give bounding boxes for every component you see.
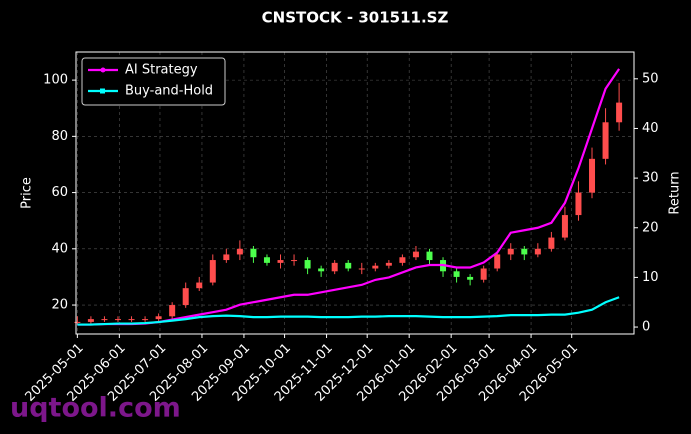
candle-body — [87, 319, 94, 322]
legend: AI Strategy Buy-and-Hold — [81, 57, 226, 106]
candle-body — [548, 237, 555, 249]
candle-body — [304, 260, 311, 269]
candle-body — [169, 305, 176, 317]
candle-body — [426, 251, 433, 261]
candle-body — [521, 248, 528, 255]
legend-label: AI Strategy — [125, 63, 198, 78]
candle-body — [318, 268, 325, 272]
candle-body — [236, 248, 243, 255]
candle-body — [114, 319, 121, 321]
candle-body — [467, 276, 474, 280]
candle-body — [223, 254, 230, 261]
candle-body — [182, 288, 189, 306]
plot-frame — [75, 51, 635, 335]
chart-title: CNSTOCK - 301511.SZ — [262, 9, 449, 27]
candle-body — [101, 319, 108, 321]
candle-body — [291, 260, 298, 262]
y2-tick-label: 40 — [642, 121, 659, 136]
candle-body — [616, 102, 623, 123]
legend-marker — [100, 88, 105, 94]
y2-tick-label: 20 — [642, 220, 659, 235]
candle-body — [412, 251, 419, 258]
candle-body — [507, 248, 514, 255]
candle-body — [142, 319, 149, 321]
y2-tick-label: 30 — [642, 171, 659, 186]
candle-body — [372, 265, 379, 269]
watermark: uqtool.com — [10, 393, 181, 424]
candle-body — [155, 316, 162, 320]
y-tick-label: 100 — [43, 73, 68, 88]
y-tick-label: 60 — [51, 185, 68, 200]
candle-body — [209, 260, 216, 283]
candle-body — [263, 257, 270, 263]
candle-body — [589, 158, 596, 193]
candle-body — [480, 268, 487, 280]
y-tick-label: 20 — [51, 298, 68, 313]
candle-body — [345, 262, 352, 269]
candle-body — [128, 319, 135, 321]
candle-body — [534, 248, 541, 255]
candle-body — [385, 262, 392, 266]
y-axis-label: Price — [20, 177, 35, 209]
return-line — [77, 296, 620, 326]
candle-body — [196, 282, 203, 289]
y2-tick-label: 0 — [642, 320, 650, 335]
candle-body — [277, 260, 284, 263]
y2-tick-label: 10 — [642, 270, 659, 285]
y2-axis-label: Return — [668, 171, 683, 214]
candle-body — [602, 122, 609, 159]
candle-body — [575, 192, 582, 216]
candle-body — [74, 321, 81, 323]
candle-body — [399, 257, 406, 263]
legend-label: Buy-and-Hold — [125, 84, 213, 99]
candle-body — [453, 271, 460, 277]
legend-marker — [100, 67, 106, 73]
y2-tick-label: 50 — [642, 71, 659, 86]
candle-body — [494, 254, 501, 269]
candle-body — [358, 268, 365, 270]
candle-body — [250, 248, 257, 258]
candle-body — [331, 262, 338, 272]
y-tick-label: 80 — [51, 129, 68, 144]
y-tick-label: 40 — [51, 241, 68, 256]
candle-body — [561, 215, 568, 238]
